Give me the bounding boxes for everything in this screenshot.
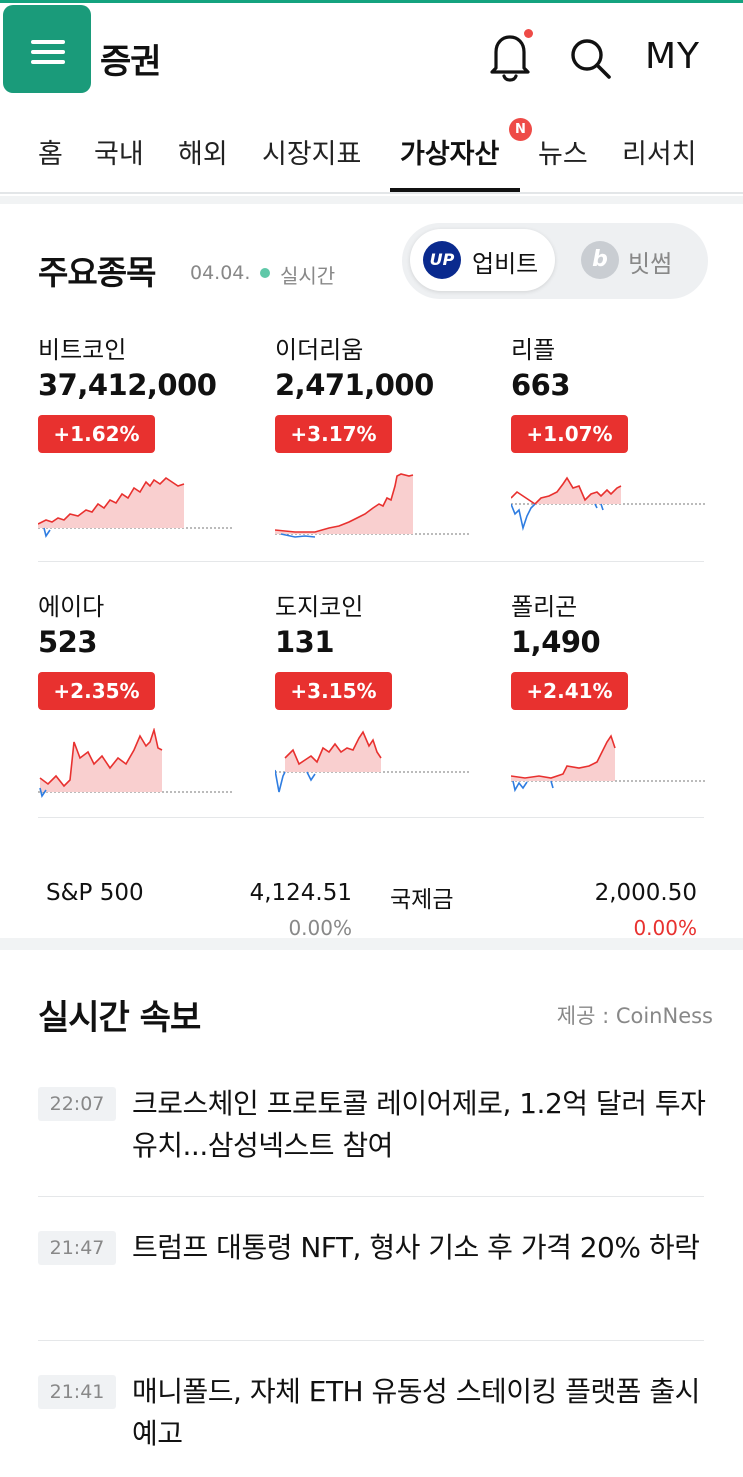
page-title: 증권 [100, 42, 162, 82]
active-tab-indicator [390, 188, 520, 192]
exchange-label-bithumb[interactable]: 빗썸 [628, 250, 673, 278]
app-header: 증권 MY [0, 0, 743, 110]
sparkline-chart [511, 476, 705, 531]
news-time: 21:41 [38, 1375, 116, 1409]
news-time: 22:07 [38, 1087, 116, 1121]
notification-dot [524, 29, 533, 38]
tab-news[interactable]: 뉴스 [538, 139, 588, 170]
news-headline[interactable]: 트럼프 대통령 NFT, 형사 기소 후 가격 20% 하락 [132, 1231, 700, 1264]
coin-name[interactable]: 리플 [511, 336, 556, 364]
coin-price: 37,412,000 [38, 368, 217, 402]
tab-research[interactable]: 리서치 [622, 139, 697, 170]
news-headline[interactable]: 크로스체인 프로토콜 레이어제로, 1.2억 달러 투자 유치...삼성넥스트 … [132, 1087, 706, 1162]
row-divider [38, 817, 704, 818]
index-value: 4,124.51 [249, 880, 352, 906]
coin-change-badge: +1.62% [38, 415, 155, 453]
live-indicator-dot [260, 268, 270, 278]
search-icon[interactable] [566, 34, 614, 82]
news-section-title: 실시간 속보 [38, 998, 201, 1038]
coin-price: 523 [38, 625, 98, 659]
bithumb-logo-icon[interactable]: b [581, 241, 619, 279]
news-time: 21:47 [38, 1231, 116, 1265]
tab-crypto[interactable]: 가상자산 [400, 139, 500, 170]
row-divider [38, 561, 704, 562]
coin-change-badge: +1.07% [511, 415, 628, 453]
my-button[interactable]: MY [645, 36, 701, 77]
coin-price: 2,471,000 [275, 368, 434, 402]
coin-price: 131 [275, 625, 335, 659]
top-accent-line [0, 0, 743, 3]
sparkline-chart [511, 734, 705, 793]
coin-name[interactable]: 도지코인 [275, 593, 364, 621]
index-change: 0.00% [633, 916, 697, 940]
section-title: 주요종목 [38, 253, 156, 292]
news-headline[interactable]: 매니폴드, 자체 ETH 유동성 스테이킹 플랫폼 출시 예고 [132, 1375, 700, 1450]
section-divider [0, 196, 743, 204]
sparkline-chart [275, 473, 469, 538]
tab-overseas[interactable]: 해외 [178, 139, 228, 170]
live-label: 실시간 [280, 264, 336, 288]
index-name[interactable]: 국제금 [390, 887, 454, 913]
index-change: 0.00% [288, 916, 352, 940]
coin-name[interactable]: 이더리움 [275, 336, 364, 364]
exchange-label-upbit: 업비트 [472, 250, 539, 278]
new-badge: N [509, 118, 532, 141]
news-divider [38, 1340, 704, 1341]
sparkline-chart [38, 728, 232, 798]
sparkline-chart [275, 730, 469, 793]
upbit-logo-icon: UP [423, 241, 461, 279]
index-name[interactable]: S&P 500 [46, 880, 144, 906]
bell-icon[interactable] [486, 30, 534, 82]
tab-domestic[interactable]: 국내 [94, 139, 144, 170]
category-tabs: 홈 국내 해외 시장지표 가상자산 뉴스 리서치 [0, 118, 743, 194]
coin-change-badge: +2.35% [38, 672, 155, 710]
coin-name[interactable]: 에이다 [38, 593, 105, 621]
news-divider [38, 1196, 704, 1197]
coin-price: 1,490 [511, 625, 601, 659]
index-value: 2,000.50 [594, 880, 697, 906]
coin-name[interactable]: 폴리곤 [511, 593, 578, 621]
coin-change-badge: +2.41% [511, 672, 628, 710]
section-divider [0, 938, 743, 950]
coin-name[interactable]: 비트코인 [38, 336, 127, 364]
coin-change-badge: +3.15% [275, 672, 392, 710]
news-source: 제공 : CoinNess [556, 1004, 713, 1028]
tab-home[interactable]: 홈 [38, 139, 63, 170]
coin-price: 663 [511, 368, 571, 402]
tab-market-indicators[interactable]: 시장지표 [262, 139, 362, 170]
quote-date: 04.04. [190, 262, 251, 284]
sparkline-chart [38, 476, 232, 538]
coin-change-badge: +3.17% [275, 415, 392, 453]
hamburger-menu-icon[interactable] [3, 5, 91, 93]
